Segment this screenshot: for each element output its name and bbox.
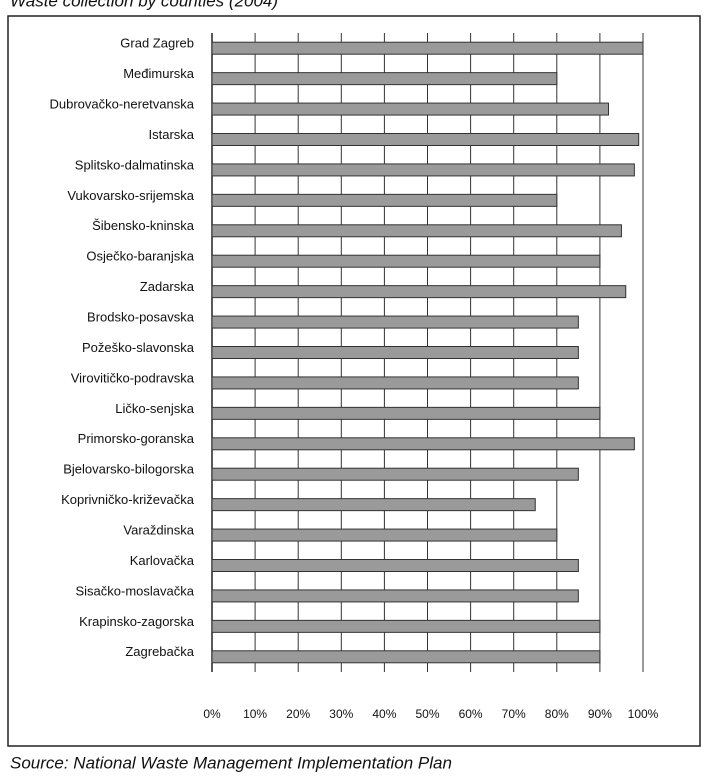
bar xyxy=(211,406,601,420)
bar xyxy=(211,528,558,542)
y-tick-label: Krapinsko-zagorska xyxy=(79,614,195,629)
y-tick-label: Grad Zagreb xyxy=(120,36,194,51)
y-tick-label: Šibensko-kninska xyxy=(92,218,195,233)
y-tick-label: Splitsko-dalmatinska xyxy=(75,157,195,172)
bar xyxy=(211,437,635,451)
bar xyxy=(211,467,579,481)
bar xyxy=(211,285,627,299)
y-tick-label: Osječko-baranjska xyxy=(86,249,194,264)
bar xyxy=(211,193,558,207)
y-tick-label: Vukovarsko-srijemska xyxy=(67,188,194,203)
x-tick-label: 0% xyxy=(203,707,221,721)
bar xyxy=(211,254,601,268)
x-tick-label: 80% xyxy=(545,707,569,721)
y-tick-label: Zadarska xyxy=(140,279,195,294)
x-tick-label: 20% xyxy=(286,707,310,721)
bar xyxy=(211,41,644,55)
bar xyxy=(211,346,579,359)
bar xyxy=(211,133,640,146)
y-tick-label: Karlovačka xyxy=(130,553,195,568)
bar xyxy=(211,102,610,116)
bar xyxy=(211,589,579,603)
bar xyxy=(211,376,579,390)
x-tick-label: 60% xyxy=(459,707,483,721)
bar xyxy=(211,72,558,86)
chart-frame xyxy=(7,15,701,747)
x-tick-label: 70% xyxy=(502,707,526,721)
bar xyxy=(211,163,635,177)
y-tick-label: Primorsko-goranska xyxy=(78,431,195,446)
y-tick-label: Zagrebačka xyxy=(125,644,194,659)
x-tick-label: 50% xyxy=(415,707,439,721)
y-tick-label: Virovitičko-podravska xyxy=(71,370,195,385)
y-tick-label: Ličko-senjska xyxy=(115,401,195,416)
bar xyxy=(211,619,601,633)
bar xyxy=(211,498,536,512)
y-tick-label: Dubrovačko-neretvanska xyxy=(49,97,194,112)
x-tick-label: 100% xyxy=(628,707,659,721)
chart-title: Waste collection by counties (2004) xyxy=(10,0,278,10)
y-tick-label: Sisačko-moslavačka xyxy=(76,583,195,598)
x-tick-label: 40% xyxy=(372,707,396,721)
x-tick-label: 30% xyxy=(329,707,353,721)
x-tick-label: 90% xyxy=(588,707,612,721)
x-tick-label: 10% xyxy=(243,707,267,721)
y-tick-label: Međimurska xyxy=(123,66,195,81)
y-tick-label: Bjelovarsko-bilogorska xyxy=(63,462,195,477)
source-note: Source: National Waste Management Implem… xyxy=(10,753,452,772)
bar xyxy=(211,650,601,664)
y-tick-label: Brodsko-posavska xyxy=(87,310,195,325)
y-tick-label: Požeško-slavonska xyxy=(82,340,195,355)
y-tick-label: Istarska xyxy=(148,127,194,142)
y-tick-label: Koprivničko-križevačka xyxy=(61,492,195,507)
y-tick-label: Varaždinska xyxy=(123,523,194,538)
bar xyxy=(211,315,579,329)
bar xyxy=(211,559,579,572)
bar xyxy=(211,224,622,238)
